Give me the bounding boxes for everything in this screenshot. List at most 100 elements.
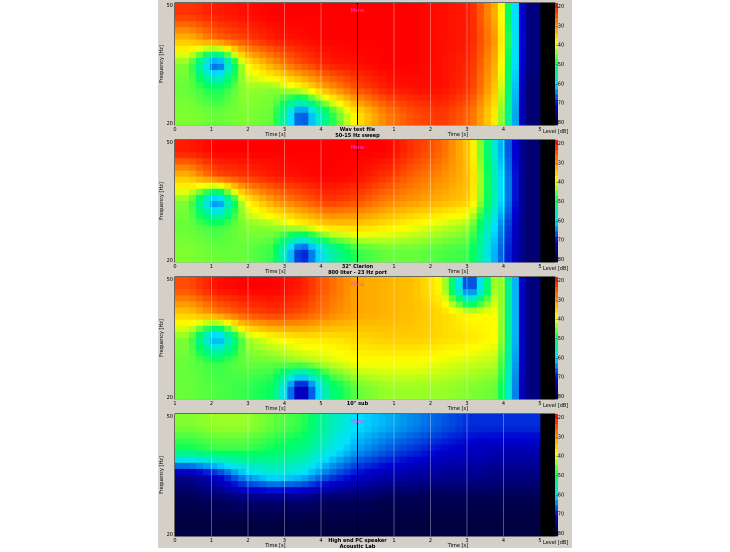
heatmap-cell (315, 188, 323, 196)
heatmap-cell (203, 207, 211, 214)
heatmap-cell (462, 182, 471, 190)
heatmap-cell (203, 194, 211, 202)
heatmap-cell (343, 368, 351, 375)
heatmap-cell (504, 140, 513, 147)
heatmap-cell (238, 201, 246, 208)
heatmap-cell (245, 438, 253, 445)
heatmap-cell (357, 468, 365, 476)
heatmap-cell (294, 243, 302, 251)
heatmap-cell (511, 39, 520, 47)
heatmap-cell (448, 426, 457, 433)
heatmap-cell (378, 344, 386, 351)
colorbar-segment (555, 383, 558, 390)
heatmap-cell (182, 350, 190, 357)
heatmap-cell (308, 106, 316, 114)
heatmap-cell (385, 426, 393, 433)
heatmap-cell (364, 481, 372, 488)
heatmap-cell (378, 33, 386, 40)
heatmap-cell (210, 112, 218, 120)
heatmap-cell (182, 237, 190, 245)
heatmap-cell (280, 432, 288, 439)
heatmap-cell (448, 94, 457, 101)
heatmap-cell (301, 249, 309, 257)
colorbar-segment (555, 18, 558, 24)
heatmap-cell (217, 338, 225, 345)
heatmap-cell (280, 505, 288, 512)
heatmap-cell (231, 444, 239, 451)
heatmap-cell (189, 82, 197, 89)
heatmap-cell (490, 100, 499, 108)
heatmap-cell (294, 237, 302, 245)
heatmap-cell (483, 277, 492, 284)
heatmap-cell (420, 140, 429, 147)
heatmap-cell (301, 432, 309, 439)
heatmap-cell (427, 94, 436, 101)
heatmap-cell (392, 231, 401, 238)
heatmap-cell (280, 475, 288, 482)
heatmap-cell (364, 420, 372, 427)
heatmap-cell (378, 529, 386, 537)
heatmap-cell (399, 3, 408, 10)
heatmap-cell (280, 444, 288, 451)
x-tick-label: 3 (465, 127, 468, 133)
heatmap-cell (294, 313, 302, 321)
heatmap-cell (448, 380, 457, 388)
heatmap-cell (175, 392, 183, 400)
heatmap-cell (231, 475, 239, 482)
heatmap-cell (427, 100, 436, 108)
heatmap-cell (203, 475, 211, 482)
heatmap-cell (434, 188, 443, 196)
heatmap-cell (497, 493, 506, 500)
heatmap-cell (308, 3, 316, 10)
heatmap-cell (273, 277, 281, 284)
heatmap-cell (280, 368, 288, 375)
heatmap-cell (224, 493, 232, 500)
heatmap-cell (406, 529, 415, 537)
heatmap-cell (322, 468, 330, 476)
heatmap-cell (315, 468, 323, 476)
heatmap-cell (413, 249, 422, 257)
heatmap-cell (308, 213, 316, 220)
heatmap-cell (455, 207, 464, 214)
heatmap-cell (371, 414, 379, 421)
heatmap-cell (434, 307, 443, 314)
heatmap-cell (308, 362, 316, 369)
heatmap-cell (462, 374, 471, 382)
heatmap-cell (476, 444, 485, 451)
heatmap-cell (434, 295, 443, 302)
colorbar-segment (555, 485, 558, 491)
heatmap-cell (497, 39, 506, 47)
heatmap-cell (378, 331, 386, 339)
heatmap-cell (385, 207, 393, 214)
heatmap-cell (504, 307, 513, 314)
heatmap-cell (224, 368, 232, 375)
heatmap-cell (399, 39, 408, 47)
heatmap-cell (343, 82, 351, 89)
heatmap-cell (343, 225, 351, 232)
heatmap-cell (266, 170, 274, 177)
heatmap-cell (196, 392, 204, 400)
heatmap-cell (413, 426, 422, 433)
heatmap-cell (476, 237, 485, 245)
heatmap-cell (518, 426, 527, 433)
colorbar-segment (555, 505, 558, 511)
heatmap-cell (392, 207, 401, 214)
heatmap-cell (217, 325, 225, 333)
heatmap-cell (301, 386, 309, 394)
heatmap-cell (266, 505, 274, 512)
heatmap-cell (322, 140, 330, 147)
heatmap-cell (511, 146, 520, 153)
heatmap-cell (273, 118, 281, 126)
colorbar-segment (555, 140, 558, 146)
heatmap-cell (245, 3, 253, 10)
heatmap-cell (308, 380, 316, 388)
heatmap-cell (427, 213, 436, 220)
heatmap-cell (203, 213, 211, 220)
heatmap-cell (371, 380, 379, 388)
heatmap-cell (294, 529, 302, 537)
heatmap-cell (448, 64, 457, 71)
heatmap-cell (245, 475, 253, 482)
heatmap-cell (364, 100, 372, 108)
heatmap-cell (350, 350, 358, 357)
heatmap-cell (413, 51, 422, 59)
